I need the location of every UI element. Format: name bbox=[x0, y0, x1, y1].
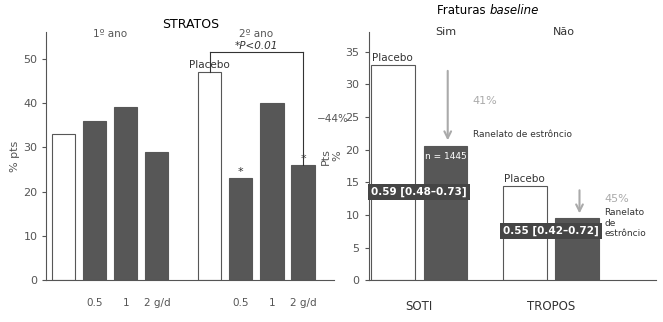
Text: 1º ano: 1º ano bbox=[93, 29, 127, 39]
Bar bbox=[229, 178, 253, 280]
Bar bbox=[503, 185, 546, 280]
Bar bbox=[52, 134, 75, 280]
Text: n = 1445: n = 1445 bbox=[424, 152, 466, 161]
Text: 1: 1 bbox=[123, 298, 129, 308]
Bar bbox=[371, 65, 415, 280]
Y-axis label: % pts: % pts bbox=[11, 140, 21, 172]
Text: 2 g/d: 2 g/d bbox=[290, 298, 316, 308]
Bar bbox=[114, 108, 137, 280]
Text: Ranelato
de
estrôncio: Ranelato de estrôncio bbox=[605, 208, 646, 238]
Bar bbox=[424, 147, 467, 280]
Text: 1: 1 bbox=[269, 298, 275, 308]
Text: 41%: 41% bbox=[473, 96, 497, 106]
Text: Ranelato de estrôncio: Ranelato de estrôncio bbox=[473, 130, 572, 139]
Bar bbox=[145, 152, 168, 280]
Text: −44%: −44% bbox=[317, 114, 349, 124]
Title: STRATOS: STRATOS bbox=[162, 18, 219, 31]
Text: Fraturas: Fraturas bbox=[437, 4, 489, 17]
Bar bbox=[291, 165, 315, 280]
Text: TROPOS: TROPOS bbox=[527, 300, 575, 313]
Text: Não: Não bbox=[553, 27, 575, 37]
Text: *: * bbox=[238, 167, 243, 177]
Text: baseline: baseline bbox=[489, 4, 539, 17]
Bar bbox=[83, 121, 106, 280]
Text: 2 g/d: 2 g/d bbox=[143, 298, 170, 308]
Y-axis label: Pts
%: Pts % bbox=[321, 148, 343, 165]
Bar bbox=[261, 103, 284, 280]
Text: 45%: 45% bbox=[605, 194, 629, 204]
Text: 0.5: 0.5 bbox=[233, 298, 249, 308]
Text: 0.55 [0.42–0.72]: 0.55 [0.42–0.72] bbox=[503, 226, 599, 236]
Text: Placebo: Placebo bbox=[373, 53, 413, 63]
Text: SOTI: SOTI bbox=[406, 300, 433, 313]
Text: 0.59 [0.48–0.73]: 0.59 [0.48–0.73] bbox=[371, 187, 467, 197]
Bar bbox=[198, 72, 221, 280]
Text: Placebo: Placebo bbox=[190, 60, 230, 70]
Text: *P<0.01: *P<0.01 bbox=[235, 41, 278, 51]
Text: Placebo: Placebo bbox=[505, 174, 545, 184]
Text: *: * bbox=[300, 154, 306, 164]
Text: Sim: Sim bbox=[435, 27, 456, 37]
Text: 0.5: 0.5 bbox=[86, 298, 103, 308]
Bar bbox=[556, 218, 599, 280]
Text: 2º ano: 2º ano bbox=[239, 29, 273, 39]
